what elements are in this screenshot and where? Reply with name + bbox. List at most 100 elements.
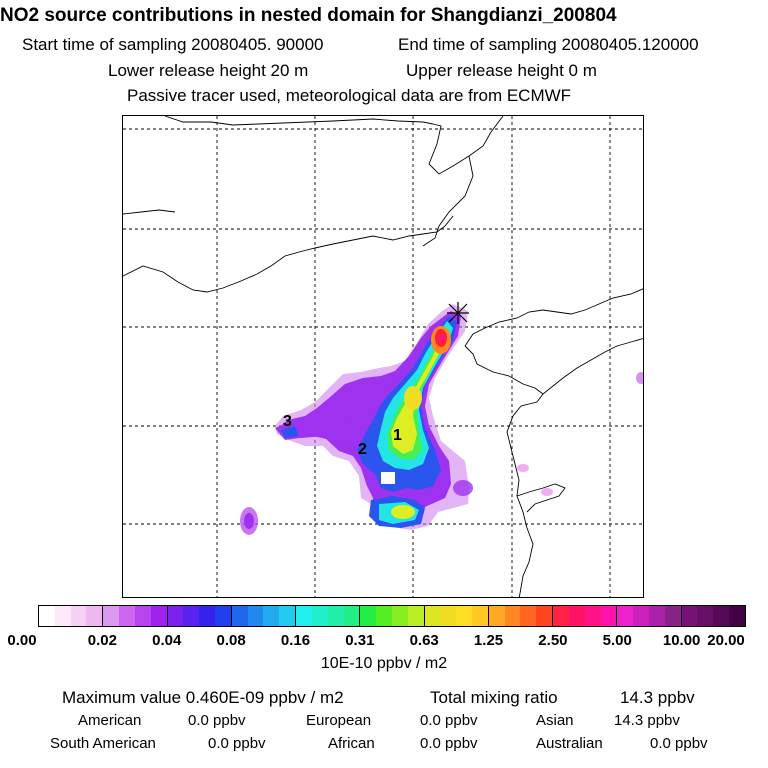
australian-label: Australian [536,735,603,752]
colorbar-swatch [488,606,505,626]
colorbar-swatch [167,606,184,626]
colorbar-swatch [440,606,457,626]
american-value: 0.0 ppbv [188,712,246,729]
sampling-end-label: End time of sampling 20080405.120000 [398,35,699,54]
south-american-value: 0.0 ppbv [208,735,266,752]
colorbar-tick-label: 0.00 [7,632,37,649]
concentration-plume [240,304,643,535]
plume-core-magenta [438,334,444,342]
colorbar-segment [231,606,297,626]
colorbar-swatch [134,606,151,626]
colorbar-swatch [553,606,569,626]
source-label-3: 3 [283,413,292,430]
colorbar-segment [360,606,425,626]
patch-east-3 [636,372,643,384]
colorbar-swatch [536,606,553,626]
colorbar-swatch [183,606,200,626]
colorbar-swatch [713,606,730,626]
colorbar-swatch [360,606,377,626]
colorbar-swatch [391,606,408,626]
coast-shandong [516,483,566,513]
colorbar-segment [103,606,168,626]
colorbar-swatch [376,606,392,626]
colorbar-swatch [456,606,473,626]
colorbar-swatch [296,606,312,626]
colorbar-swatch [681,606,698,626]
colorbar-swatch [584,606,601,626]
map-svg: 1 2 3 [123,116,643,597]
colorbar-tick-label: 5.00 [602,632,632,649]
coast-liaodong [542,338,643,395]
colorbar-swatch [39,606,55,626]
coast-bohai [464,345,544,597]
border-northeast [428,116,504,175]
receptor-star-marker [447,302,469,324]
colorbar-swatch [214,606,231,626]
european-label: European [306,712,372,729]
colorbar-tick-label: 1.25 [473,632,504,649]
south-american-label: South American [50,735,156,752]
african-label: African [328,735,375,752]
colorbar-swatch [520,606,537,626]
total-mixing-ratio-label: Total mixing ratio [430,688,558,707]
asian-value: 14.3 ppbv [614,712,680,729]
colorbar-tick-label: 0.63 [409,632,439,649]
colorbar-tick-label: 0.31 [345,632,375,649]
american-label: American [78,712,142,729]
patch-east-4 [453,480,473,496]
page-title: NO2 source contributions in nested domai… [0,5,617,26]
colorbar-swatch [199,606,215,626]
colorbar-swatch [327,606,344,626]
colorbar-segment [167,606,232,626]
source-label-1: 1 [393,427,402,444]
colorbar-swatch [311,606,328,626]
source-label-2: 2 [358,441,367,458]
colorbar-segment [681,606,745,626]
plume-lobe-center [404,386,422,410]
border-north [164,116,434,126]
total-mixing-ratio-value: 14.3 ppbv [620,688,695,707]
map-panel: 1 2 3 [122,115,644,598]
colorbar-tick-label: 20.00 [707,632,745,649]
colorbar-tick-label: 2.50 [538,632,568,649]
plume-left-arm-blue [281,426,299,438]
colorbar-swatch [472,606,488,626]
maximum-value-label: Maximum value 0.460E-09 ppbv / m2 [62,688,344,707]
colorbar-segment [424,606,489,626]
plume-bottom-lobe-yellow [391,505,415,519]
colorbar-swatch [568,606,585,626]
sampling-start-label: Start time of sampling 20080405. 90000 [22,35,324,54]
lower-release-height-label: Lower release height 20 m [108,61,309,80]
colorbar-segment [296,606,361,626]
colorbar-swatch [279,606,296,626]
colorbar-swatch [407,606,424,626]
colorbar-segment [617,606,682,626]
colorbar-swatch [664,606,681,626]
upper-release-height-label: Upper release height 0 m [406,61,597,80]
map-boundaries [123,116,643,597]
colorbar-swatch [504,606,521,626]
plume-left-arm [275,416,363,444]
patch-east-2 [541,488,553,496]
colorbar-swatch [247,606,264,626]
colorbar-tick-label: 0.08 [216,632,246,649]
colorbar-swatch [617,606,634,626]
colorbar-tick-label: 0.02 [87,632,117,649]
colorbar-tick-label: 0.04 [152,632,182,649]
colorbar-swatch [231,606,248,626]
colorbar-swatch [103,606,120,626]
colorbar [38,605,746,627]
colorbar-swatch [86,606,103,626]
australian-value: 0.0 ppbv [650,735,708,752]
colorbar-swatch [150,606,167,626]
border-west-north [123,209,176,215]
tracer-note: Passive tracer used, meteorological data… [127,86,572,105]
plume-yellow [391,330,447,454]
colorbar-units: 10E-10 ppbv / m2 [320,655,448,672]
colorbar-swatch [119,606,135,626]
colorbar-swatch [697,606,714,626]
border-liaoning [464,288,643,347]
colorbar-swatch [600,606,617,626]
plume-gap [381,472,395,484]
border-inner-mongolia [123,215,454,293]
